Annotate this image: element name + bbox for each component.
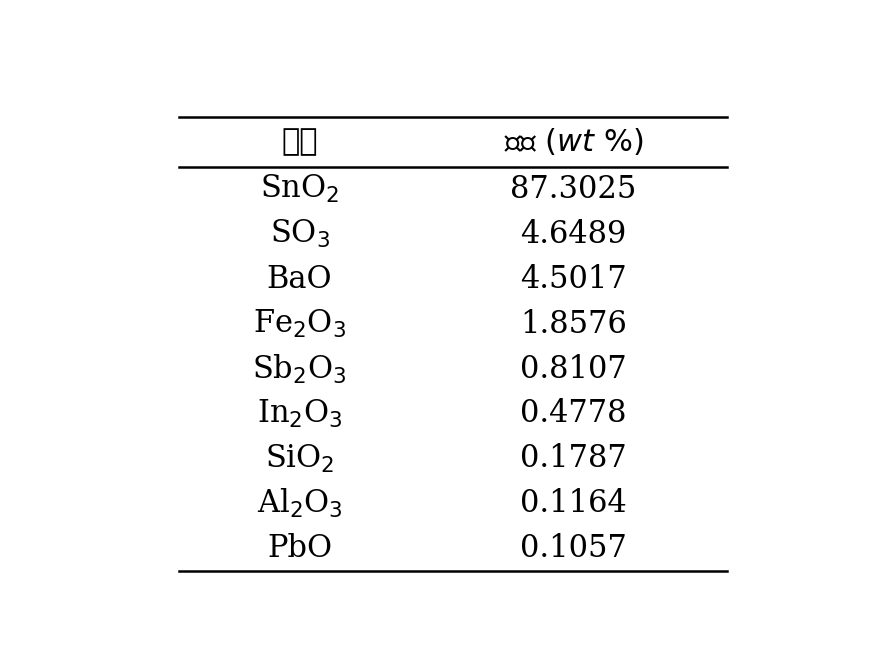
Text: 含量 ($\mathit{wt}$ %): 含量 ($\mathit{wt}$ %) — [504, 126, 644, 157]
Text: 4.6489: 4.6489 — [521, 219, 627, 250]
Text: 4.5017: 4.5017 — [521, 264, 627, 295]
Text: 成分: 成分 — [281, 127, 318, 156]
Text: 0.4778: 0.4778 — [521, 399, 627, 429]
Text: 0.1787: 0.1787 — [521, 444, 627, 474]
Text: PbO: PbO — [267, 533, 332, 564]
Text: 1.8576: 1.8576 — [520, 309, 627, 340]
Text: SnO$_2$: SnO$_2$ — [260, 173, 339, 205]
Text: 87.3025: 87.3025 — [510, 174, 636, 205]
Text: SO$_3$: SO$_3$ — [270, 218, 330, 250]
Text: BaO: BaO — [267, 264, 332, 295]
Text: 0.8107: 0.8107 — [521, 354, 627, 384]
Text: SiO$_2$: SiO$_2$ — [265, 443, 334, 475]
Text: Al$_2$O$_3$: Al$_2$O$_3$ — [256, 487, 342, 521]
Text: In$_2$O$_3$: In$_2$O$_3$ — [256, 398, 342, 430]
Text: 0.1057: 0.1057 — [520, 533, 627, 564]
Text: Sb$_2$O$_3$: Sb$_2$O$_3$ — [253, 352, 347, 386]
Text: Fe$_2$O$_3$: Fe$_2$O$_3$ — [253, 308, 347, 340]
Text: 0.1164: 0.1164 — [521, 488, 627, 519]
